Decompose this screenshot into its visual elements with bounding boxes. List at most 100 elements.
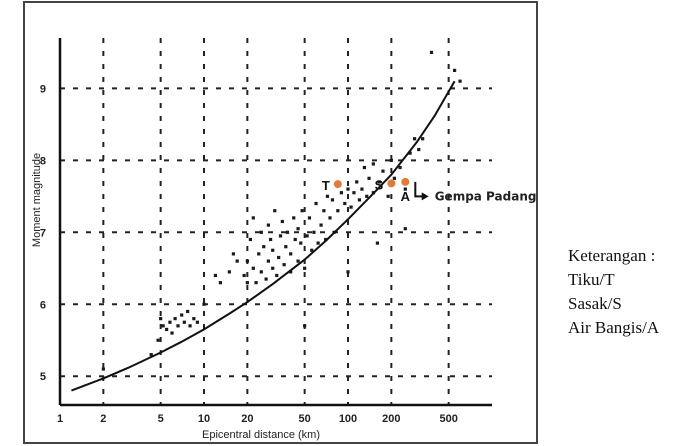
data-point <box>328 216 332 220</box>
data-point <box>398 165 402 170</box>
data-point <box>271 266 275 270</box>
x-tick-label: 100 <box>339 413 357 425</box>
data-point <box>278 234 283 238</box>
data-point <box>262 245 266 249</box>
x-tick-label: 10 <box>198 413 210 425</box>
x-tick-label: 1 <box>57 413 63 425</box>
data-point <box>362 165 367 170</box>
x-tick-label: 500 <box>439 413 457 425</box>
data-point <box>266 259 270 263</box>
data-point <box>330 198 335 202</box>
data-point <box>282 263 286 267</box>
y-tick-label: 8 <box>40 155 46 167</box>
data-point <box>268 237 273 242</box>
legend-title: Keterangan : <box>568 246 656 265</box>
data-point <box>421 137 425 141</box>
data-point <box>156 338 160 342</box>
data-point <box>285 230 290 234</box>
annotation-arrow <box>414 181 423 198</box>
x-tick-label: 50 <box>299 413 311 425</box>
data-point <box>245 281 249 285</box>
data-point <box>346 270 350 274</box>
data-point <box>310 248 314 252</box>
legend-item-tiku: Tiku/T <box>568 270 615 289</box>
data-point <box>235 259 239 263</box>
data-point <box>161 324 165 328</box>
data-point <box>352 191 356 195</box>
data-point <box>254 281 258 285</box>
axes <box>58 38 492 407</box>
data-point <box>307 216 312 220</box>
x-tick-label: 5 <box>158 413 164 425</box>
data-point <box>429 50 434 54</box>
site-s-label: S <box>375 177 384 192</box>
data-point <box>300 209 304 213</box>
data-point <box>257 252 261 256</box>
data-point <box>375 241 379 245</box>
x-axis-title: Epicentral distance (km) <box>202 429 320 441</box>
data-point <box>346 187 350 191</box>
site-t-marker <box>333 180 342 189</box>
data-point <box>289 270 293 274</box>
site-s-marker <box>387 179 396 188</box>
gempa-padang-annotation: Gempa Padang <box>414 181 537 203</box>
legend-item-sasak: Sasak/S <box>568 294 622 313</box>
annotation-arrowhead <box>421 192 429 201</box>
y-axis-title: Moment magnitude <box>31 153 43 247</box>
data-point <box>389 158 393 162</box>
data-point <box>343 201 347 206</box>
grid-lines <box>60 38 492 405</box>
data-point <box>277 255 281 260</box>
x-tick-label: 2 <box>100 413 106 425</box>
data-point <box>259 270 263 274</box>
data-point <box>417 147 421 152</box>
site-a-marker <box>401 177 410 186</box>
data-point <box>101 367 105 371</box>
data-point <box>339 191 344 195</box>
data-point <box>319 223 323 227</box>
y-tick-label: 7 <box>40 227 46 239</box>
data-point <box>303 266 307 270</box>
data-point <box>403 187 407 191</box>
data-point <box>176 324 180 328</box>
data-point <box>324 237 328 242</box>
y-tick-labels: 5 6 7 8 9 <box>40 83 46 383</box>
data-point <box>403 227 407 231</box>
data-point <box>149 353 153 357</box>
data-point <box>192 317 196 321</box>
data-point <box>292 216 296 220</box>
data-point <box>296 259 300 263</box>
data-point <box>314 201 318 206</box>
data-point <box>299 241 303 245</box>
annotation-label: Gempa Padang <box>435 189 537 203</box>
data-point <box>336 209 340 213</box>
data-point <box>168 320 172 324</box>
data-point <box>381 169 385 173</box>
data-point <box>218 281 223 285</box>
data-point <box>231 252 235 256</box>
data-point <box>165 327 169 332</box>
data-point <box>367 176 371 180</box>
x-tick-label: 200 <box>382 413 400 425</box>
data-point <box>408 151 412 155</box>
data-point <box>312 230 316 234</box>
x-tick-labels: 1 2 5 10 20 50 100 200 500 <box>57 413 458 425</box>
data-point <box>392 176 396 180</box>
trend-curve <box>71 80 456 392</box>
data-point <box>170 331 174 335</box>
x-tick-label: 20 <box>241 413 253 425</box>
y-tick-label: 5 <box>40 371 46 383</box>
data-point <box>271 248 275 252</box>
data-point <box>377 180 381 184</box>
data-point <box>412 137 417 141</box>
data-point <box>305 234 309 238</box>
data-point <box>453 68 457 72</box>
scatter-points <box>101 50 462 371</box>
data-point <box>458 79 462 83</box>
y-tick-label: 9 <box>40 83 46 95</box>
data-point <box>349 205 353 209</box>
data-point <box>355 180 359 184</box>
data-point <box>273 209 277 213</box>
data-point <box>365 194 369 198</box>
